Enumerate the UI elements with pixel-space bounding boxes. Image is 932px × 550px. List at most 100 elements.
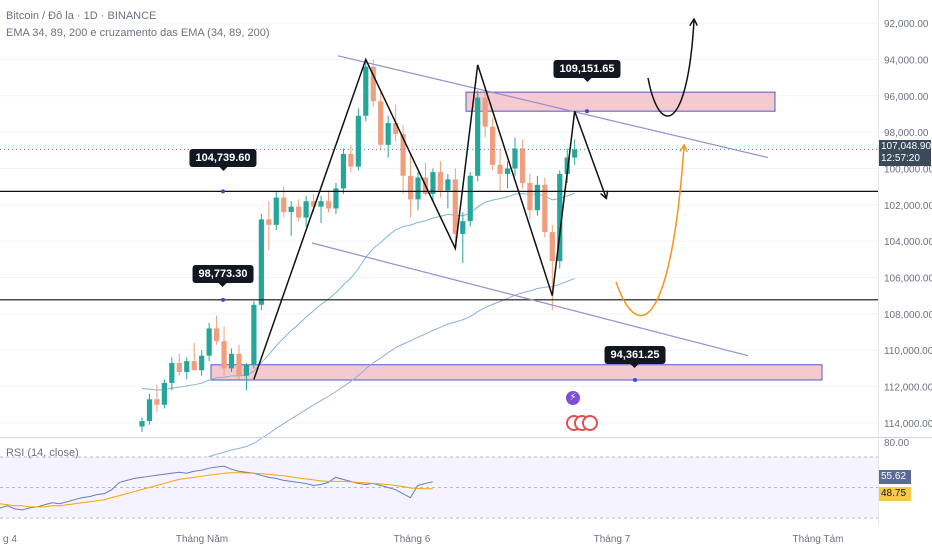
- candle-body: [161, 382, 167, 405]
- candle-body: [258, 219, 264, 305]
- alternative-path-arrow: [615, 146, 684, 317]
- symbol-title[interactable]: Bitcoin / Đô la · 1D · BINANCE: [6, 10, 157, 22]
- candle-body: [236, 353, 242, 376]
- candle: [452, 168, 458, 249]
- candle: [296, 199, 302, 222]
- candle-body: [273, 197, 279, 225]
- candle: [273, 192, 279, 231]
- ema-lines: [141, 192, 575, 477]
- candle-body: [303, 201, 309, 218]
- candle: [251, 301, 257, 369]
- candle-body: [199, 355, 205, 371]
- candle: [490, 117, 496, 171]
- candle-body: [139, 421, 145, 427]
- level-support-tag[interactable]: 98,773.30: [192, 265, 254, 287]
- candle-body: [243, 364, 250, 376]
- time-tick-label: Tháng 7: [594, 534, 631, 545]
- candle: [318, 195, 324, 223]
- candle-body: [385, 123, 391, 145]
- candle: [303, 195, 309, 227]
- candle-body: [318, 201, 324, 207]
- candle-body: [490, 126, 496, 165]
- candle-body: [363, 66, 369, 116]
- flag-icon[interactable]: [582, 415, 598, 431]
- ema-89-line: [141, 277, 575, 477]
- indicator-legend[interactable]: EMA 34, 89, 200 e cruzamento das EMA (34…: [6, 27, 270, 39]
- candle-body: [251, 304, 257, 365]
- price-tick-label: 102,000.00: [884, 201, 932, 212]
- candle-body: [333, 188, 339, 209]
- price-tick-label: 106,000.00: [884, 274, 932, 285]
- level-anchor-dot: [633, 377, 637, 382]
- rsi-axis-label: 80.00: [884, 438, 909, 449]
- candle: [266, 201, 272, 251]
- candle: [475, 90, 481, 182]
- candle: [460, 212, 466, 263]
- candle-body: [281, 197, 287, 213]
- candle: [482, 88, 488, 138]
- candle-body: [512, 148, 518, 169]
- candle-body: [340, 153, 347, 189]
- candle: [407, 153, 414, 218]
- candle-body: [415, 177, 421, 200]
- time-tick-label: Tháng Năm: [176, 534, 228, 545]
- lightning-icon[interactable]: ⚡: [566, 391, 580, 405]
- price-tick-label: 100,000.00: [884, 164, 932, 175]
- axes: 114,000.00 112,000.00 110,000.00 108,000.00…: [3, 0, 932, 545]
- channel-upper-line: [337, 55, 769, 159]
- candle-body: [393, 123, 399, 134]
- candle: [527, 173, 533, 220]
- candle-body: [572, 149, 578, 158]
- candle-body: [221, 341, 227, 369]
- candle-body: [460, 221, 466, 234]
- rsi-label[interactable]: RSI (14, close): [6, 447, 79, 459]
- candle: [549, 224, 555, 311]
- candle: [519, 139, 526, 189]
- candle-body: [176, 362, 182, 373]
- candle: [572, 139, 578, 165]
- candle-body: [564, 157, 570, 174]
- candle-body: [497, 164, 503, 174]
- candle: [243, 362, 250, 391]
- candle: [557, 170, 563, 269]
- level-high-tag[interactable]: 109,151.65: [553, 60, 621, 82]
- time-tick-label: Tháng Tám: [793, 534, 844, 545]
- candle: [176, 353, 182, 376]
- candle-body: [445, 179, 451, 191]
- level-anchor-dot: [221, 297, 225, 302]
- candle: [214, 315, 220, 345]
- ema-34-line: [141, 192, 575, 391]
- rsi-ma-badge: 48.75: [879, 487, 911, 501]
- level-low-tag[interactable]: 94,361.25: [604, 346, 666, 368]
- current-price-badge: 107,048.90 12:57:20: [879, 140, 931, 166]
- candle: [430, 168, 436, 202]
- candle-body: [184, 361, 190, 373]
- candle: [378, 90, 384, 151]
- candle: [154, 384, 160, 413]
- candle-body: [482, 97, 488, 127]
- price-tick-label: 108,000.00: [884, 310, 932, 321]
- candle-body: [288, 206, 294, 213]
- candle-body: [296, 206, 302, 218]
- resistance-zone: [465, 91, 776, 112]
- candle-body: [378, 101, 384, 145]
- candle-body: [310, 201, 317, 207]
- candle: [400, 124, 406, 194]
- candle-body: [534, 184, 540, 211]
- level-resistance-tag[interactable]: 104,739.60: [189, 149, 257, 171]
- price-tick-label: 104,000.00: [884, 237, 932, 248]
- candle: [325, 190, 332, 213]
- candle-body: [191, 361, 197, 371]
- candle: [288, 201, 294, 236]
- price-tick-label: 98,000.00: [884, 128, 929, 139]
- time-tick-label: g 4: [3, 534, 17, 545]
- candle: [385, 115, 391, 158]
- price-tick-label: 110,000.00: [884, 346, 932, 357]
- candle: [512, 137, 518, 176]
- price-tick-label: 94,000.00: [884, 55, 929, 66]
- candle: [191, 342, 197, 371]
- candle-body: [154, 399, 160, 405]
- candle: [348, 144, 354, 173]
- candle: [169, 357, 175, 391]
